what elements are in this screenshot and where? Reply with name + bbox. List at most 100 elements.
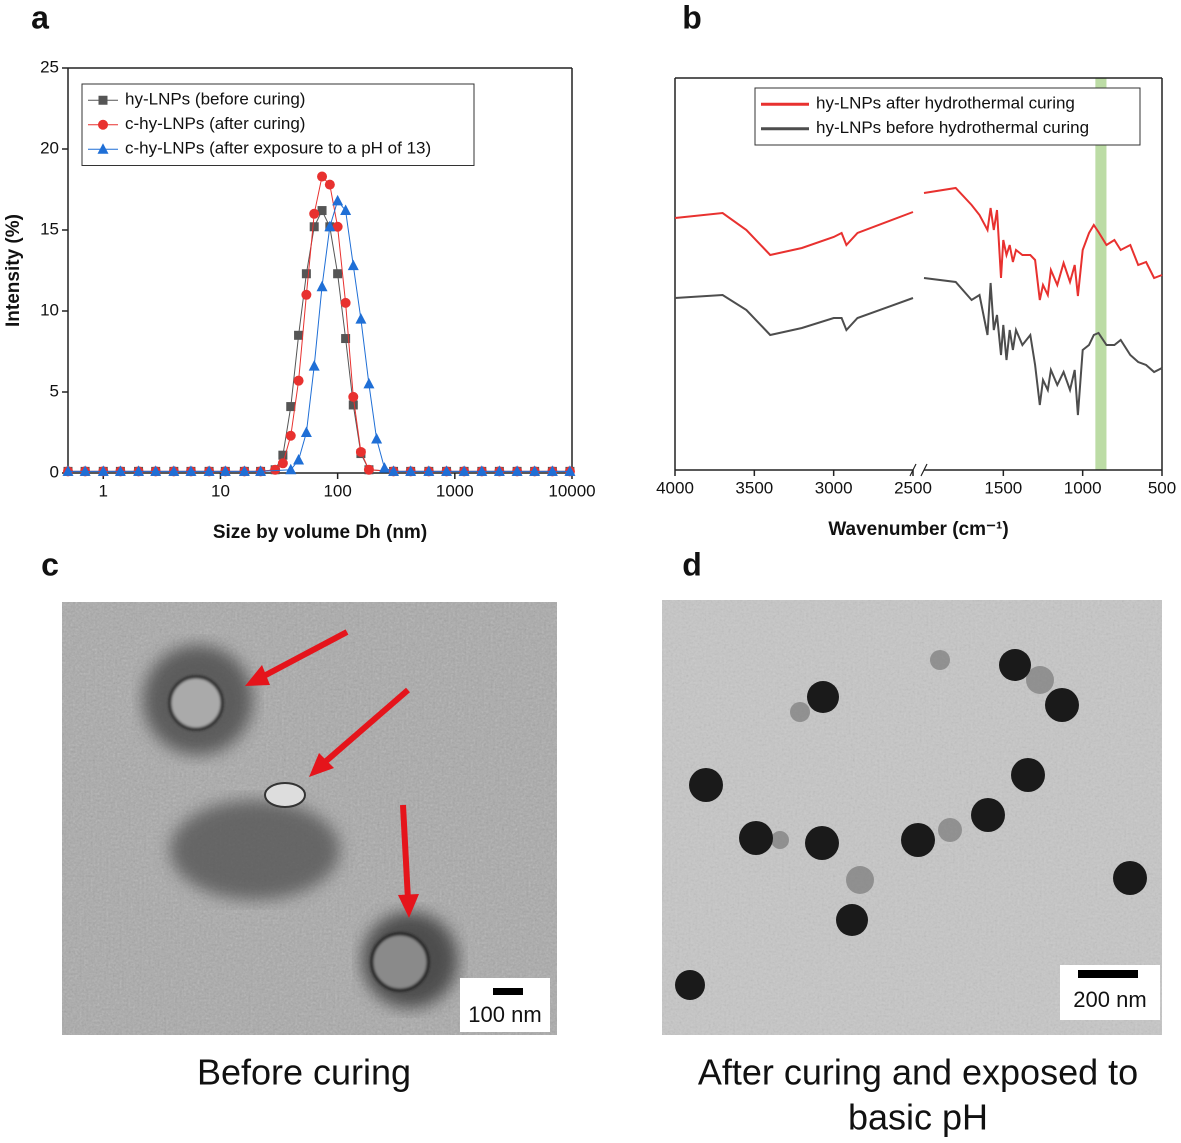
marker [301, 289, 312, 300]
legend-label: hy-LNPs after hydrothermal curing [816, 94, 1075, 113]
x-tick-label: 2500 [894, 478, 932, 497]
caption: basic pH [848, 1097, 988, 1138]
marker [185, 465, 197, 476]
scale-bar-label: 200 nm [1073, 987, 1146, 1012]
x-tick-label: 3000 [815, 478, 853, 497]
marker [301, 269, 311, 279]
marker [114, 465, 126, 476]
marker [348, 400, 358, 410]
marker [285, 463, 297, 475]
series-line [923, 277, 1163, 416]
marker [255, 465, 267, 476]
x-tick-label: 1500 [984, 478, 1022, 497]
marker [300, 426, 312, 437]
marker [309, 208, 320, 219]
series-line [68, 209, 570, 472]
marker [423, 465, 435, 476]
marker [133, 465, 145, 476]
x-axis-label: Wavenumber (cm⁻¹) [828, 519, 1008, 540]
series-line [674, 293, 914, 337]
marker [340, 297, 351, 308]
y-tick-label: 0 [50, 462, 59, 481]
y-tick-label: 20 [40, 138, 59, 157]
marker [405, 465, 417, 476]
tem-image-d: 200 nm [662, 600, 1162, 1035]
marker [458, 465, 470, 476]
marker [564, 465, 576, 476]
marker [378, 462, 390, 473]
marker [79, 465, 91, 476]
marker [332, 221, 343, 232]
marker [238, 465, 250, 476]
legend-marker [98, 119, 108, 130]
marker [270, 464, 281, 475]
marker [316, 280, 328, 292]
marker [150, 465, 162, 476]
y-tick-label: 10 [40, 300, 59, 319]
marker [277, 458, 288, 469]
y-tick-label: 15 [40, 219, 59, 238]
marker [511, 465, 523, 476]
marker [203, 465, 215, 476]
series-line [68, 199, 570, 472]
scale-bar-label: 100 nm [468, 1002, 541, 1027]
marker [62, 465, 74, 476]
panel-letter: b [682, 0, 702, 35]
marker [309, 222, 319, 232]
legend-marker [97, 143, 109, 154]
marker [293, 375, 304, 386]
marker [168, 465, 180, 476]
legend-marker [98, 95, 108, 105]
marker [476, 465, 488, 476]
y-tick-label: 25 [40, 57, 59, 76]
marker [546, 465, 558, 476]
marker [441, 465, 453, 476]
marker [97, 465, 109, 476]
caption: After curing and exposed to [698, 1052, 1138, 1093]
x-tick-label: 1000 [436, 481, 474, 500]
x-tick-label: 10000 [548, 481, 595, 500]
y-axis-label: Intensity (%) [3, 214, 24, 327]
y-tick-label: 5 [50, 381, 59, 400]
marker [294, 330, 304, 340]
panel-letter: a [31, 0, 49, 35]
legend-label: hy-LNPs (before curing) [125, 90, 305, 109]
marker [529, 465, 541, 476]
marker [493, 465, 505, 476]
marker [293, 454, 305, 465]
x-tick-label: 1000 [1064, 478, 1102, 497]
marker [317, 171, 328, 182]
marker [363, 464, 374, 475]
marker [355, 446, 366, 457]
highlight-band [1095, 78, 1107, 470]
caption: Before curing [197, 1052, 411, 1093]
tem-image-c: 100 nm [62, 602, 557, 1035]
marker [278, 450, 288, 460]
x-tick-label: 4000 [656, 478, 694, 497]
legend-label: hy-LNPs before hydrothermal curing [816, 118, 1089, 137]
marker [388, 465, 400, 476]
marker [355, 313, 367, 324]
marker [341, 334, 351, 344]
marker [347, 259, 359, 271]
legend-box [81, 83, 475, 166]
series-line [923, 186, 1163, 301]
series-line [68, 175, 570, 472]
panel-letter: c [41, 546, 59, 582]
marker [324, 220, 336, 232]
series-line [674, 211, 914, 257]
marker [348, 391, 359, 402]
x-tick-label: 10 [211, 481, 230, 500]
marker [219, 465, 231, 476]
legend-label: c-hy-LNPs (after exposure to a pH of 13) [125, 139, 431, 158]
x-tick-label: 500 [1148, 478, 1176, 497]
marker [324, 179, 335, 190]
marker [317, 206, 327, 216]
marker [340, 204, 352, 216]
marker [286, 402, 296, 412]
legend-label: c-hy-LNPs (after curing) [125, 114, 305, 133]
x-axis-label: Size by volume Dh (nm) [213, 522, 427, 543]
marker [363, 377, 375, 389]
